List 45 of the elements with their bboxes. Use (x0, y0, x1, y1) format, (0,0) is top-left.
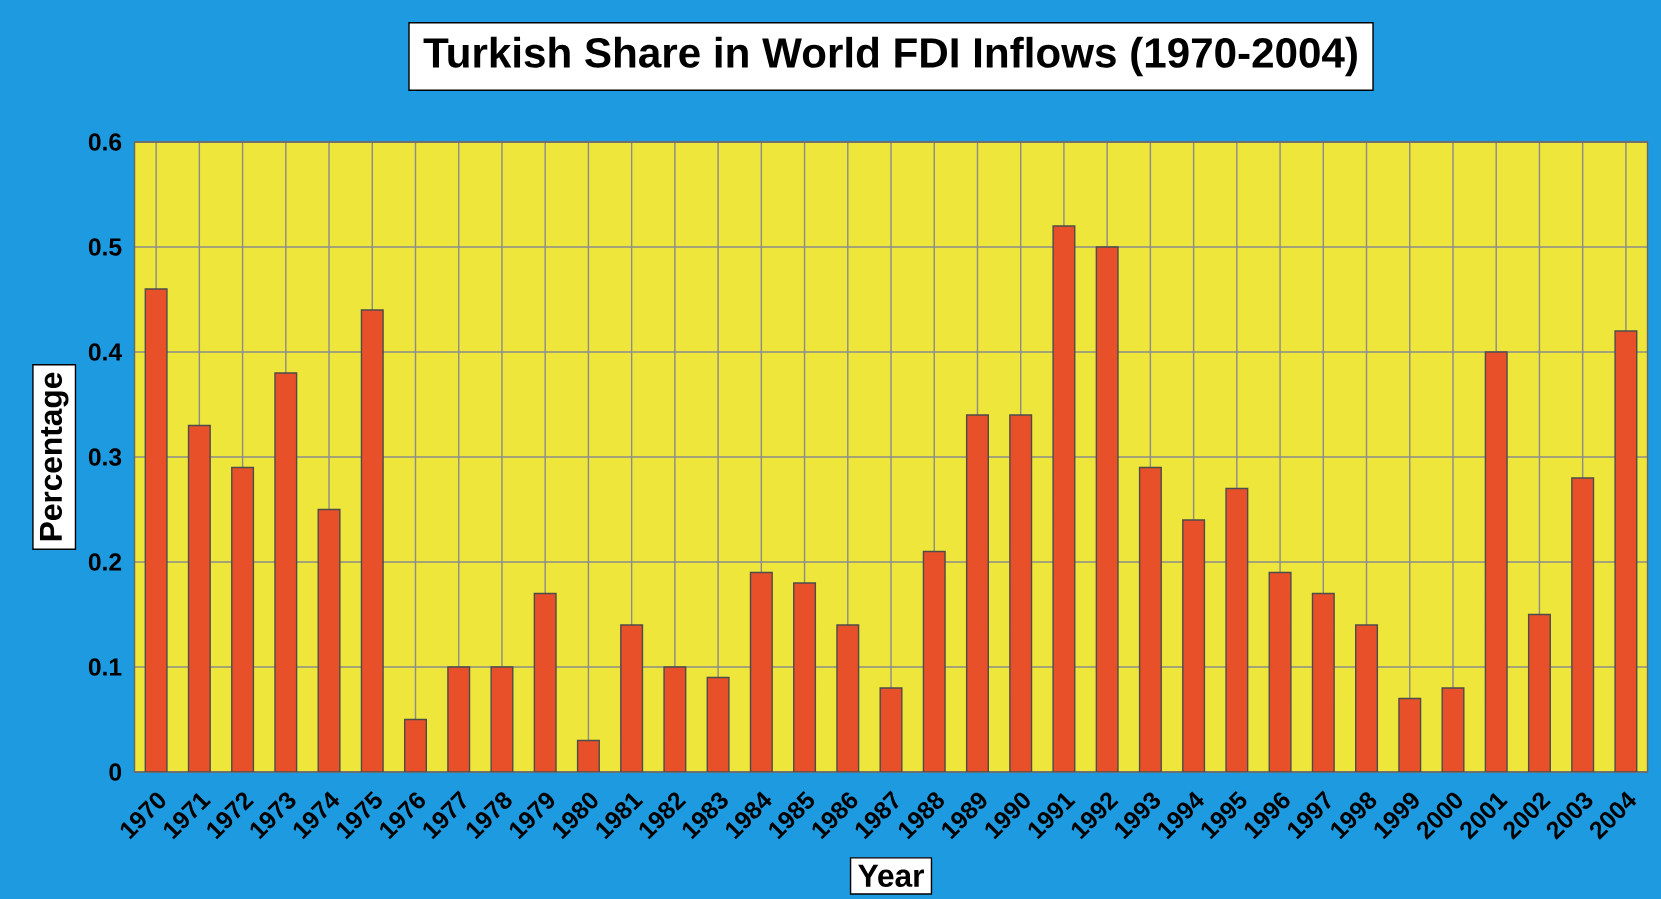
y-axis-title: Percentage (39, 372, 69, 541)
bar (749, 571, 773, 772)
bar (490, 666, 514, 772)
bar (1484, 351, 1508, 772)
x-axis-title: Year (858, 864, 924, 887)
y-tick-label: 0.6 (88, 133, 122, 151)
bar (1225, 487, 1249, 772)
bar (965, 414, 989, 772)
bar (663, 666, 687, 772)
bar (922, 550, 946, 772)
bar (1614, 330, 1638, 772)
y-tick-label: 0.3 (88, 448, 122, 466)
bar (447, 666, 471, 772)
bar (231, 466, 255, 772)
bar (1182, 519, 1206, 772)
bar (1311, 592, 1335, 772)
bar (317, 508, 341, 772)
bar (274, 372, 298, 772)
bar (187, 424, 211, 772)
y-tick-label: 0.4 (88, 343, 122, 361)
bar (620, 624, 644, 772)
bar (1527, 613, 1551, 772)
bar (576, 739, 600, 772)
bar (879, 687, 903, 772)
bar (1355, 624, 1379, 772)
bar (1398, 697, 1422, 772)
bar (1138, 466, 1162, 772)
bar (836, 624, 860, 772)
bar (1052, 225, 1076, 772)
y-tick-label: 0.1 (88, 658, 122, 676)
bar (706, 676, 730, 772)
bar (1268, 571, 1292, 772)
bar (1095, 246, 1119, 772)
y-tick-label: 0.5 (88, 238, 122, 256)
y-tick-label: 0 (109, 763, 122, 781)
bar (1441, 687, 1465, 772)
y-tick-label: 0.2 (88, 553, 122, 571)
chart-title: Turkish Share in World FDI Inflows (1970-2004) (423, 36, 1357, 77)
bar (793, 582, 817, 772)
bar (533, 592, 557, 772)
bar (360, 309, 384, 772)
bar (403, 718, 428, 772)
bar (1571, 477, 1595, 772)
bar (1009, 414, 1033, 772)
bar (144, 288, 168, 772)
